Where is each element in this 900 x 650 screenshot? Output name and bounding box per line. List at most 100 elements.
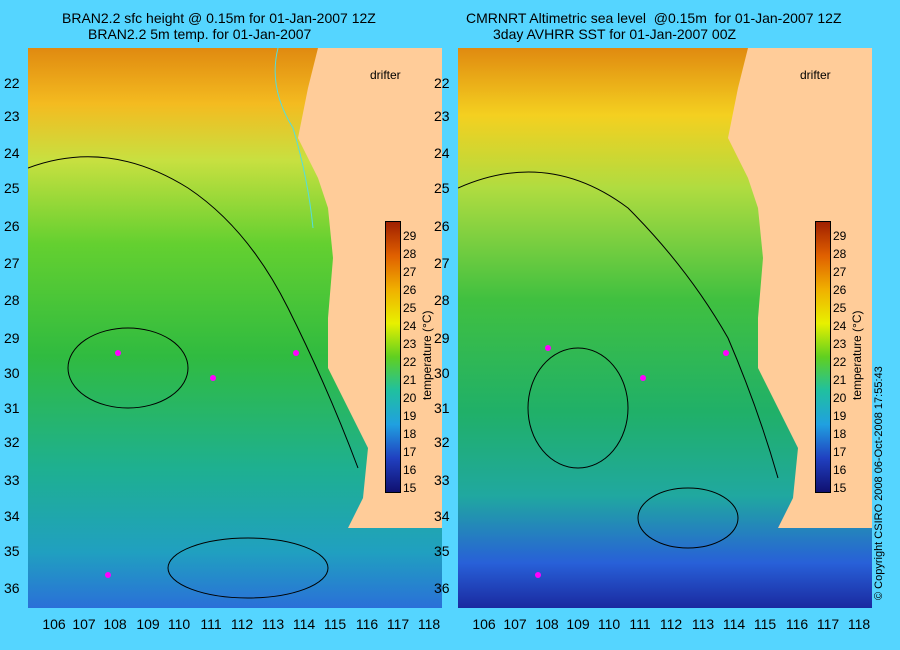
drifter-marker xyxy=(640,375,646,381)
colorbar-tick: 21 xyxy=(403,373,417,387)
colorbar-tick: 25 xyxy=(833,301,847,315)
lon-label: 107 xyxy=(503,616,527,632)
right-map-title-line1: CMRNRT Altimetric sea level @0.15m for 0… xyxy=(466,10,842,26)
sea-level-contour xyxy=(28,156,359,469)
bathymetry-contour xyxy=(274,48,314,229)
lon-label: 118 xyxy=(847,616,871,632)
land-mass xyxy=(458,48,872,528)
lon-label: 110 xyxy=(597,616,621,632)
drifter-marker xyxy=(545,345,551,351)
lon-label: 106 xyxy=(472,616,496,632)
lat-label: 23 xyxy=(434,108,450,124)
colorbar-tick: 20 xyxy=(403,391,417,405)
lat-label: 35 xyxy=(4,543,20,559)
lat-label: 26 xyxy=(434,218,450,234)
lat-label: 27 xyxy=(4,255,20,271)
colorbar-tick: 17 xyxy=(403,445,417,459)
colorbar-tick: 24 xyxy=(403,319,417,333)
lat-label: 27 xyxy=(434,255,450,271)
lon-label: 117 xyxy=(816,616,840,632)
lat-label: 24 xyxy=(434,145,450,161)
lon-label: 117 xyxy=(386,616,410,632)
drifter-marker xyxy=(293,350,299,356)
colorbar-tick: 22 xyxy=(403,355,417,369)
lat-label: 32 xyxy=(4,434,20,450)
lat-label: 29 xyxy=(434,330,450,346)
lat-label: 31 xyxy=(4,400,20,416)
lat-label: 28 xyxy=(434,292,450,308)
lon-label: 106 xyxy=(42,616,66,632)
left-drifter-label: drifter xyxy=(370,68,401,82)
lat-label: 35 xyxy=(434,543,450,559)
colorbar-tick: 15 xyxy=(833,481,847,495)
lon-label: 113 xyxy=(691,616,715,632)
colorbar-tick: 22 xyxy=(833,355,847,369)
lon-label: 113 xyxy=(261,616,285,632)
lon-label: 116 xyxy=(785,616,809,632)
sea-level-contour xyxy=(527,347,629,469)
lon-label: 114 xyxy=(722,616,746,632)
sea-level-contour xyxy=(67,327,189,409)
lon-label: 111 xyxy=(200,616,222,632)
colorbar-tick: 23 xyxy=(833,337,847,351)
colorbar-tick: 15 xyxy=(403,481,417,495)
lat-label: 36 xyxy=(434,580,450,596)
lat-label: 32 xyxy=(434,434,450,450)
lat-label: 33 xyxy=(434,472,450,488)
colorbar-tick: 18 xyxy=(833,427,847,441)
lat-label: 25 xyxy=(434,180,450,196)
lat-label: 29 xyxy=(4,330,20,346)
colorbar-label: temperature (°C) xyxy=(850,310,864,401)
colorbar-tick: 20 xyxy=(833,391,847,405)
colorbar-tick: 23 xyxy=(403,337,417,351)
lat-label: 33 xyxy=(4,472,20,488)
lat-label: 25 xyxy=(4,180,20,196)
lon-label: 112 xyxy=(659,616,683,632)
lon-label: 116 xyxy=(355,616,379,632)
colorbar-tick: 19 xyxy=(403,409,417,423)
lat-label: 22 xyxy=(4,75,20,91)
land-mass xyxy=(28,48,442,528)
colorbar-tick: 25 xyxy=(403,301,417,315)
colorbar-tick: 21 xyxy=(833,373,847,387)
right-map xyxy=(458,48,872,608)
colorbar-tick: 29 xyxy=(403,229,417,243)
sea-level-contour xyxy=(637,487,739,549)
copyright-text: © Copyright CSIRO 2008 06-Oct-2008 17:55… xyxy=(873,366,885,600)
lon-label: 114 xyxy=(292,616,316,632)
lon-label: 115 xyxy=(753,616,777,632)
colorbar-label: temperature (°C) xyxy=(420,310,434,401)
lon-label: 109 xyxy=(136,616,160,632)
drifter-marker xyxy=(535,572,541,578)
lon-label: 115 xyxy=(323,616,347,632)
lon-label: 109 xyxy=(566,616,590,632)
sea-level-contour xyxy=(167,537,329,599)
lat-label: 31 xyxy=(434,400,450,416)
colorbar-tick: 24 xyxy=(833,319,847,333)
lon-label: 112 xyxy=(230,616,254,632)
lat-label: 26 xyxy=(4,218,20,234)
colorbar-tick: 19 xyxy=(833,409,847,423)
colorbar-tick: 28 xyxy=(833,247,847,261)
lat-label: 22 xyxy=(434,75,450,91)
colorbar-tick: 26 xyxy=(833,283,847,297)
lon-label: 118 xyxy=(417,616,441,632)
lat-label: 34 xyxy=(4,508,20,524)
lat-label: 34 xyxy=(434,508,450,524)
lon-label: 107 xyxy=(72,616,96,632)
sea-level-contour xyxy=(458,171,779,479)
right-colorbar xyxy=(815,221,831,493)
lon-label: 108 xyxy=(535,616,559,632)
drifter-marker xyxy=(723,350,729,356)
left-map-title-line1: BRAN2.2 sfc height @ 0.15m for 01-Jan-20… xyxy=(62,10,376,26)
colorbar-tick: 29 xyxy=(833,229,847,243)
lat-label: 23 xyxy=(4,108,20,124)
drifter-marker xyxy=(115,350,121,356)
lat-label: 24 xyxy=(4,145,20,161)
drifter-marker xyxy=(210,375,216,381)
colorbar-tick: 17 xyxy=(833,445,847,459)
right-map-title-line2: 3day AVHRR SST for 01-Jan-2007 00Z xyxy=(493,26,737,42)
left-colorbar xyxy=(385,221,401,493)
lon-label: 110 xyxy=(167,616,191,632)
drifter-marker xyxy=(105,572,111,578)
